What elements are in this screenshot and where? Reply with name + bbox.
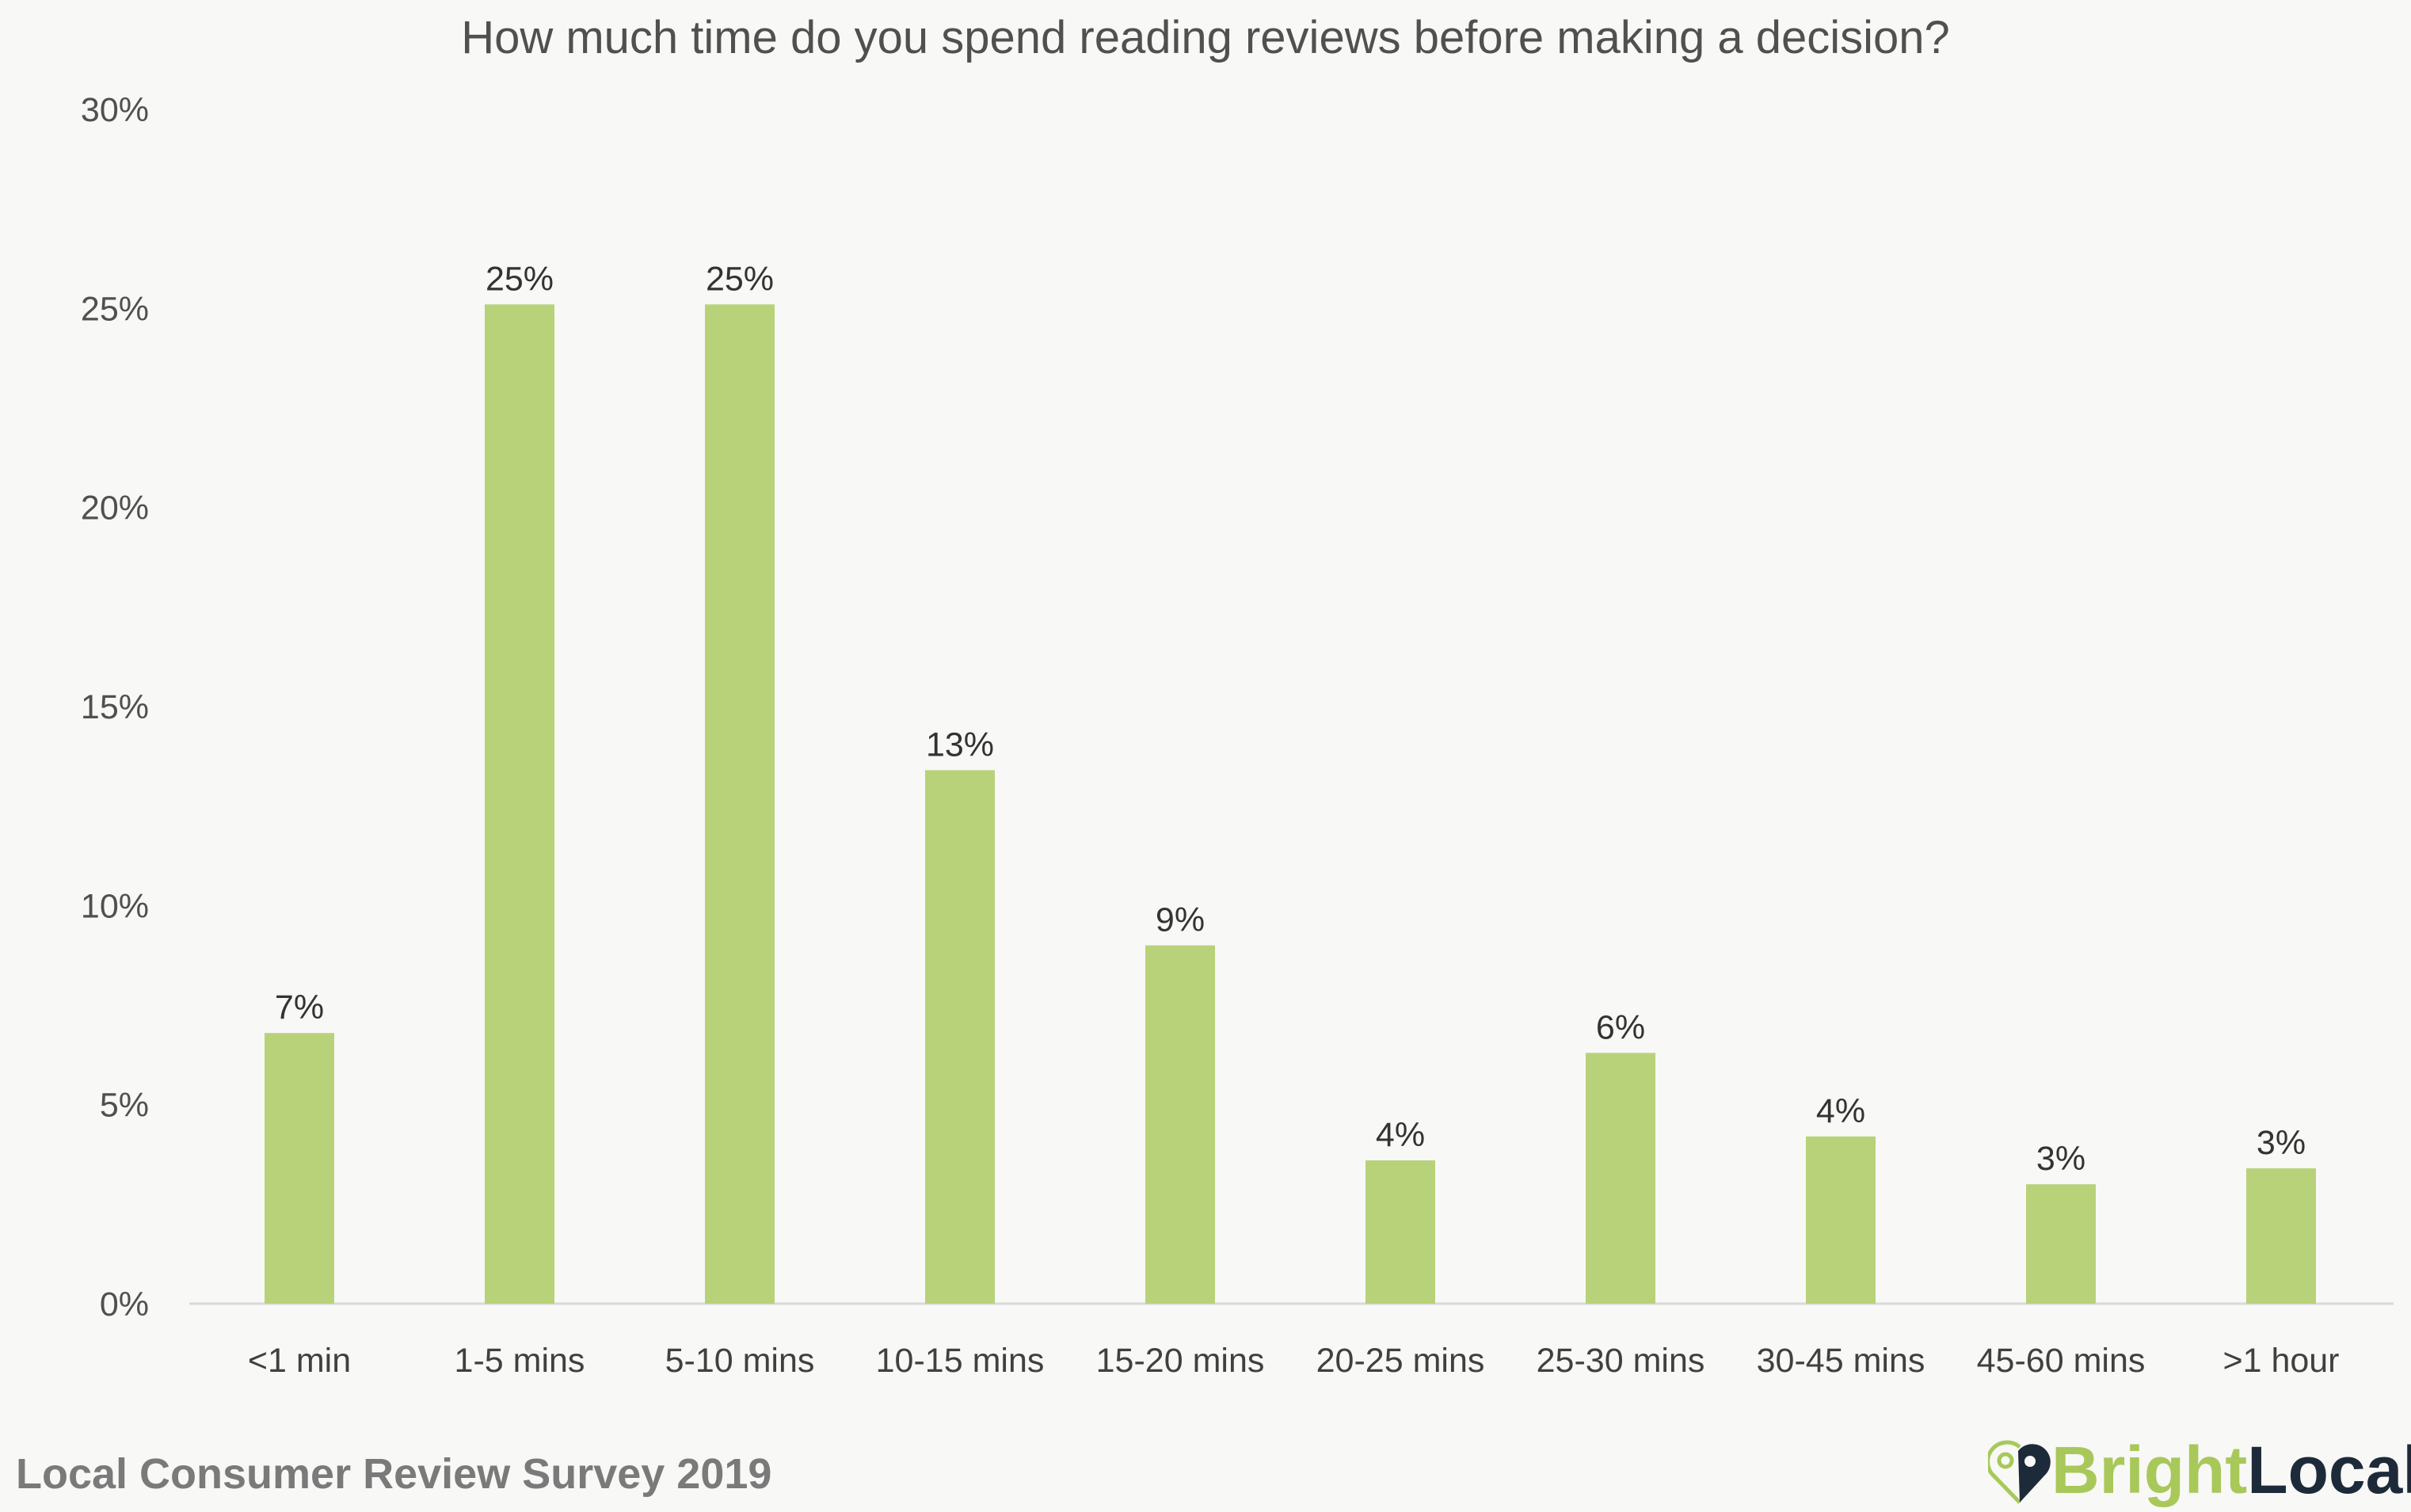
data-label: 4% [1816, 1092, 1865, 1130]
bar [705, 304, 775, 1304]
data-label: 3% [2257, 1124, 2306, 1162]
bar [2026, 1184, 2096, 1304]
x-tick-label: 30-45 mins [1757, 1342, 1925, 1380]
x-tick-label: 10-15 mins [876, 1342, 1045, 1380]
bar [1586, 1053, 1655, 1304]
brightlocal-logo: Bright Local [1988, 1432, 2411, 1509]
data-label: 13% [926, 726, 994, 764]
bar [265, 1033, 334, 1304]
y-tick-label: 20% [81, 489, 149, 527]
y-tick-label: 30% [81, 91, 149, 129]
x-tick-label: 25-30 mins [1537, 1342, 1705, 1380]
bar-chart: 0% 5% 10% 15% 20% 25% 30% 7% <1 min 25% 1-5 mins 25… [81, 91, 2394, 1380]
data-label: 25% [486, 260, 554, 298]
logo-text-bright: Bright [2051, 1433, 2248, 1507]
data-label: 4% [1376, 1116, 1425, 1154]
x-tick-label: 1-5 mins [455, 1342, 585, 1380]
bar [485, 304, 554, 1304]
footer-source: Local Consumer Review Survey 2019 [16, 1450, 772, 1498]
y-tick-label: 5% [100, 1087, 149, 1125]
bar [1806, 1136, 1876, 1304]
y-tick-label: 15% [81, 688, 149, 726]
data-label: 25% [706, 260, 774, 298]
map-pin-heart-icon [1988, 1440, 2051, 1504]
bar [1365, 1160, 1435, 1304]
x-tick-label: >1 hour [2222, 1342, 2339, 1380]
x-tick-label: 45-60 mins [1977, 1342, 2146, 1380]
y-tick-label: 0% [100, 1285, 149, 1323]
x-tick-label: 15-20 mins [1096, 1342, 1265, 1380]
bar [2246, 1168, 2316, 1304]
data-label: 7% [275, 988, 324, 1026]
x-tick-label: 20-25 mins [1316, 1342, 1485, 1380]
bar [1145, 945, 1215, 1304]
y-tick-label: 25% [81, 290, 149, 328]
data-label: 9% [1156, 901, 1205, 939]
x-tick-label: 5-10 mins [665, 1342, 815, 1380]
bar [925, 770, 995, 1304]
data-label: 6% [1596, 1008, 1645, 1046]
chart-title: How much time do you spend reading revie… [461, 12, 1950, 63]
data-label: 3% [2036, 1140, 2085, 1178]
logo-text-local: Local [2247, 1433, 2411, 1507]
y-tick-label: 10% [81, 887, 149, 925]
x-tick-label: <1 min [248, 1342, 351, 1380]
